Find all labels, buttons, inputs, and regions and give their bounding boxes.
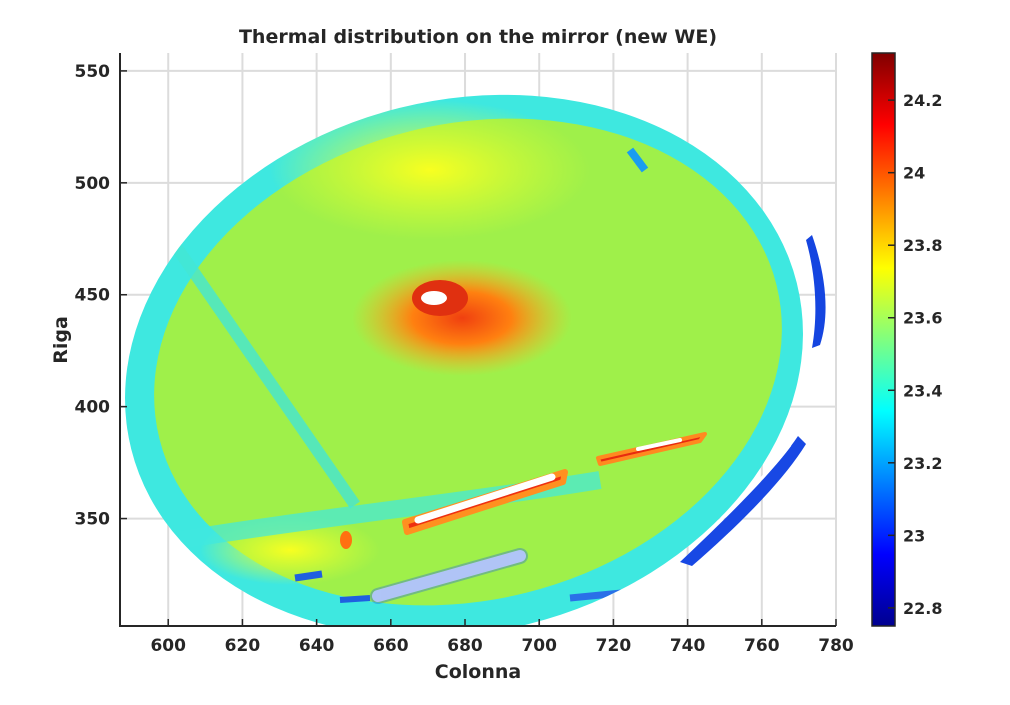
y-tick-label: 450 <box>75 286 111 306</box>
colorbar <box>871 52 896 627</box>
x-tick-label: 600 <box>150 636 186 656</box>
y-tick-label: 350 <box>75 510 111 530</box>
y-tick-label: 500 <box>75 174 111 194</box>
y-tick-label: 400 <box>75 398 111 418</box>
saturated-spot <box>421 291 447 305</box>
colorbar-tick-label: 24 <box>903 164 925 183</box>
cold-patch-lower <box>294 570 323 582</box>
x-axis-label: Colonna <box>435 661 521 683</box>
hot-dot <box>340 531 352 549</box>
x-tick-label: 680 <box>447 636 483 656</box>
colorbar-ticks: 22.8 23 23.2 23.4 23.6 23.8 24 24.2 <box>888 91 942 618</box>
x-tick-label: 660 <box>373 636 409 656</box>
x-ticks: 600 620 640 660 680 700 720 740 760 780 <box>150 619 854 656</box>
colorbar-tick-label: 24.2 <box>903 91 942 110</box>
saturated-strip-bottom <box>372 550 526 602</box>
x-tick-label: 700 <box>521 636 557 656</box>
cold-arc-lower-inner <box>698 444 792 542</box>
saturated-strip-right <box>636 438 682 451</box>
x-tick-label: 720 <box>596 636 632 656</box>
hot-region <box>352 260 572 376</box>
colorbar-tick-label: 23.2 <box>903 454 942 473</box>
x-tick-label: 780 <box>818 636 854 656</box>
colorbar-tick-label: 22.8 <box>903 599 942 618</box>
x-tick-label: 620 <box>225 636 261 656</box>
colorbar-tick-label: 23.8 <box>903 236 942 255</box>
axes-frame <box>119 53 836 627</box>
y-axis-label: Riga <box>50 316 72 364</box>
x-tick-label: 760 <box>744 636 780 656</box>
cool-diagonal-band <box>170 241 360 509</box>
saturated-strip-main <box>414 473 556 524</box>
chart-title: Thermal distribution on the mirror (new … <box>239 26 717 48</box>
colorbar-tick-label: 23.6 <box>903 309 942 328</box>
cold-patch <box>626 147 649 173</box>
saturated-strip-bottom-edge <box>370 548 528 604</box>
colorbar-tick-label: 23 <box>903 526 925 545</box>
x-tick-label: 640 <box>299 636 335 656</box>
cold-patch-bottom <box>339 595 371 603</box>
colorbar-tick-label: 23.4 <box>903 381 942 400</box>
cold-arc-lower <box>680 436 806 566</box>
warm-region <box>270 100 590 240</box>
x-tick-label: 740 <box>670 636 706 656</box>
cold-arc-right <box>806 235 826 348</box>
y-tick-label: 550 <box>75 62 111 82</box>
y-ticks: 350 400 450 500 550 <box>75 62 127 530</box>
